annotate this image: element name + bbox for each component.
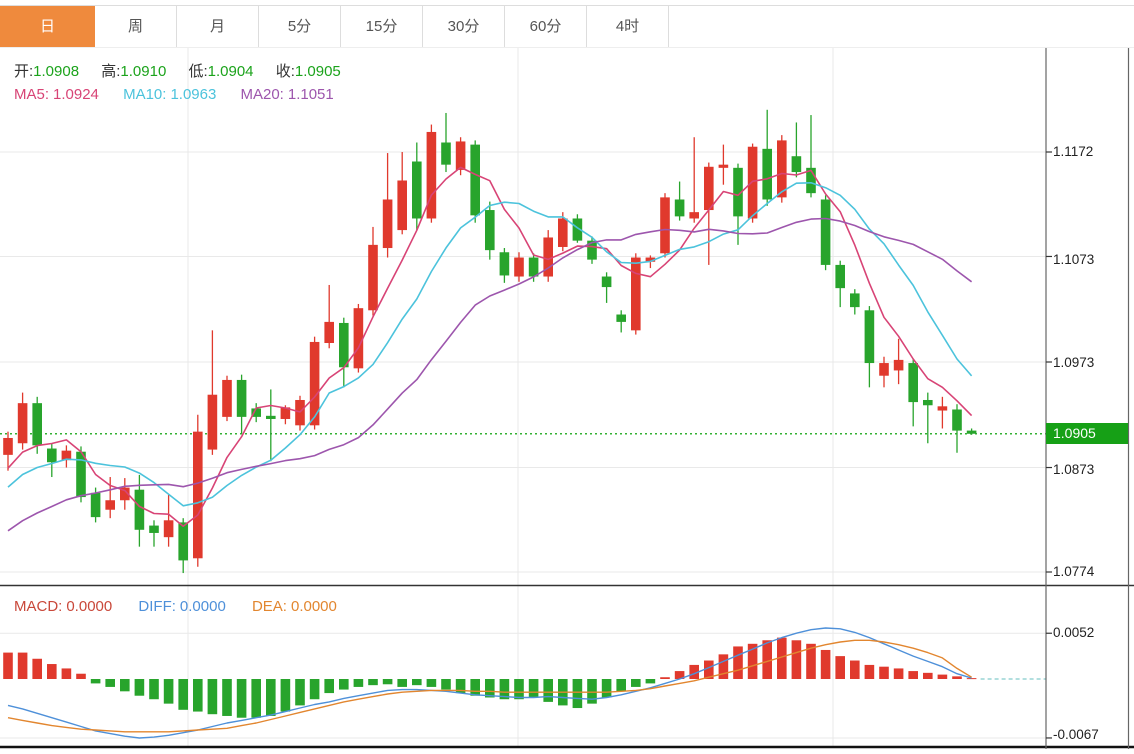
ma10-legend: MA10: 1.0963 — [123, 86, 217, 103]
tab-15min[interactable]: 15分 — [341, 6, 423, 47]
price-axis-label: 1.1172 — [1053, 144, 1094, 159]
tab-5min[interactable]: 5分 — [259, 6, 341, 47]
tab-month[interactable]: 月 — [177, 6, 259, 47]
ma20-legend: MA20: 1.1051 — [240, 86, 334, 103]
low-value: 1.0904 — [207, 63, 254, 80]
high-value: 1.0910 — [120, 63, 167, 80]
timeframe-tabbar: 日 周 月 5分 15分 30分 60分 4时 — [0, 5, 1134, 48]
price-axis-label: 1.0873 — [1053, 462, 1095, 477]
dea-value-legend: DEA: 0.0000 — [251, 598, 337, 615]
high-label: 高: — [101, 63, 121, 80]
main-chart-canvas[interactable] — [0, 48, 1134, 754]
ma5-legend: MA5: 1.0924 — [14, 86, 99, 103]
open-value: 1.0908 — [33, 63, 80, 80]
close-label: 收: — [275, 63, 295, 80]
tab-week[interactable]: 周 — [95, 6, 177, 47]
tab-60min[interactable]: 60分 — [505, 6, 587, 47]
ohlc-legend: 开:1.0908 高:1.0910 低:1.0904 收:1.0905 — [14, 60, 359, 81]
price-axis-label: 1.0973 — [1053, 355, 1095, 370]
current-price-badge: 1.0905 — [1046, 423, 1128, 444]
macd-legend: MACD: 0.0000 DIFF: 0.0000 DEA: 0.0000 — [14, 598, 337, 615]
close-value: 1.0905 — [294, 63, 341, 80]
macd-axis-label: 0.0052 — [1053, 625, 1095, 640]
price-axis-label: 1.0774 — [1053, 564, 1095, 579]
diff-value-legend: DIFF: 0.0000 — [138, 598, 226, 615]
macd-value-legend: MACD: 0.0000 — [14, 598, 113, 615]
price-axis-label: 1.1073 — [1053, 252, 1095, 267]
tab-30min[interactable]: 30分 — [423, 6, 505, 47]
low-label: 低: — [188, 63, 208, 80]
ma-legend: MA5: 1.0924 MA10: 1.0963 MA20: 1.1051 — [14, 86, 334, 103]
open-label: 开: — [14, 63, 34, 80]
macd-axis-label: -0.0067 — [1053, 727, 1099, 742]
tab-day[interactable]: 日 — [0, 6, 95, 47]
tab-4hour[interactable]: 4时 — [587, 6, 669, 47]
